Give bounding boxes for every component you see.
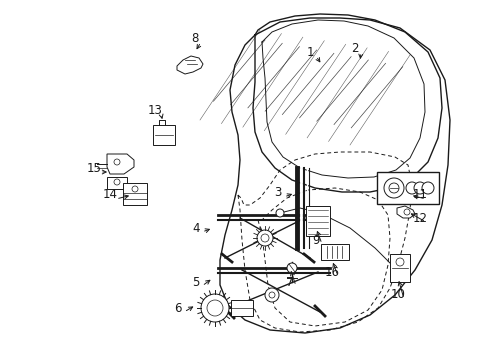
Bar bbox=[389, 254, 409, 282]
Bar bbox=[320, 244, 348, 260]
Polygon shape bbox=[396, 206, 414, 218]
Text: 2: 2 bbox=[350, 41, 358, 54]
Polygon shape bbox=[177, 56, 203, 74]
Circle shape bbox=[206, 300, 223, 316]
Circle shape bbox=[114, 159, 120, 165]
Bar bbox=[230, 300, 252, 316]
Text: 5: 5 bbox=[192, 275, 199, 288]
Circle shape bbox=[275, 209, 284, 217]
Circle shape bbox=[383, 178, 403, 198]
Text: 15: 15 bbox=[86, 162, 101, 175]
Circle shape bbox=[201, 294, 228, 322]
Bar bbox=[107, 177, 127, 189]
Text: 12: 12 bbox=[412, 211, 427, 225]
Text: 13: 13 bbox=[147, 104, 162, 117]
Text: 7: 7 bbox=[285, 275, 293, 288]
Circle shape bbox=[388, 183, 398, 193]
Text: 9: 9 bbox=[312, 234, 319, 247]
Circle shape bbox=[257, 230, 272, 246]
Text: 11: 11 bbox=[412, 189, 427, 202]
Bar bbox=[123, 183, 147, 205]
Bar bbox=[376, 172, 438, 204]
Text: 14: 14 bbox=[102, 189, 117, 202]
Circle shape bbox=[264, 288, 279, 302]
Bar bbox=[153, 125, 175, 145]
Text: 8: 8 bbox=[191, 31, 198, 45]
Circle shape bbox=[114, 179, 120, 185]
Text: 4: 4 bbox=[192, 221, 199, 234]
Circle shape bbox=[413, 182, 425, 194]
Circle shape bbox=[403, 209, 409, 215]
Circle shape bbox=[405, 182, 417, 194]
Text: 6: 6 bbox=[174, 302, 182, 315]
Circle shape bbox=[421, 182, 433, 194]
Circle shape bbox=[132, 186, 138, 192]
Circle shape bbox=[395, 258, 403, 266]
Text: 16: 16 bbox=[324, 266, 339, 279]
Circle shape bbox=[268, 292, 274, 298]
Circle shape bbox=[261, 234, 268, 242]
Bar bbox=[305, 206, 329, 236]
Text: 1: 1 bbox=[305, 45, 313, 58]
Circle shape bbox=[286, 263, 296, 273]
Text: 3: 3 bbox=[274, 186, 281, 199]
Polygon shape bbox=[107, 154, 134, 174]
Text: 10: 10 bbox=[390, 288, 405, 302]
